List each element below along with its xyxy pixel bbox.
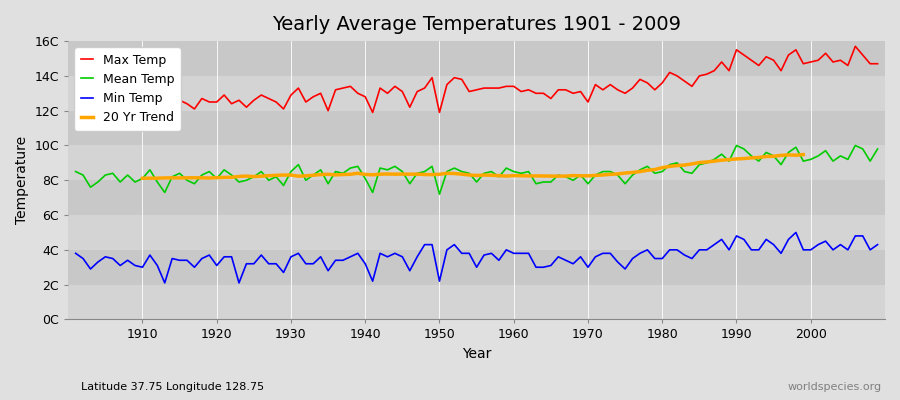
Min Temp (130, 263, 140, 268)
Bar (68, 146, 885, 180)
Min Temp (516, 251, 526, 256)
Min Temp (508, 251, 519, 256)
Mean Temp (434, 192, 445, 196)
Line: Max Temp: Max Temp (76, 46, 878, 116)
Mean Temp (70, 169, 81, 174)
X-axis label: Year: Year (462, 347, 491, 361)
Max Temp (93, 114, 104, 118)
20 Yr Trend (137, 176, 148, 181)
Line: Mean Temp: Mean Temp (76, 146, 878, 194)
Mean Temp (338, 171, 348, 176)
Line: 20 Yr Trend: 20 Yr Trend (142, 155, 804, 178)
Bar (68, 41, 885, 76)
Bar (68, 215, 885, 250)
Mean Temp (872, 146, 883, 151)
Y-axis label: Temperature: Temperature (15, 136, 29, 224)
Bar (68, 76, 885, 111)
Bar (68, 285, 885, 320)
Bar (68, 180, 885, 215)
Max Temp (516, 89, 526, 94)
Min Temp (159, 280, 170, 285)
20 Yr Trend (769, 154, 779, 159)
20 Yr Trend (701, 160, 712, 164)
Max Temp (508, 84, 519, 89)
Max Temp (137, 101, 148, 106)
Max Temp (70, 91, 81, 96)
Mean Temp (605, 169, 616, 174)
Line: Min Temp: Min Temp (76, 232, 878, 283)
Max Temp (605, 82, 616, 87)
Min Temp (70, 251, 81, 256)
Mean Temp (731, 143, 742, 148)
Min Temp (790, 230, 801, 235)
Title: Yearly Average Temperatures 1901 - 2009: Yearly Average Temperatures 1901 - 2009 (272, 15, 681, 34)
Bar (68, 250, 885, 285)
Max Temp (301, 100, 311, 104)
Mean Temp (516, 171, 526, 176)
Bar (68, 111, 885, 146)
Min Temp (605, 251, 616, 256)
Min Temp (345, 254, 356, 259)
Mean Temp (293, 162, 304, 167)
Mean Temp (508, 169, 519, 174)
20 Yr Trend (226, 175, 237, 180)
Max Temp (345, 84, 356, 89)
Min Temp (872, 242, 883, 247)
20 Yr Trend (798, 152, 809, 157)
Legend: Max Temp, Mean Temp, Min Temp, 20 Yr Trend: Max Temp, Mean Temp, Min Temp, 20 Yr Tre… (75, 47, 181, 131)
20 Yr Trend (687, 162, 698, 166)
Text: Latitude 37.75 Longitude 128.75: Latitude 37.75 Longitude 128.75 (81, 382, 264, 392)
Max Temp (850, 44, 860, 49)
20 Yr Trend (338, 172, 348, 177)
Min Temp (301, 261, 311, 266)
Max Temp (872, 61, 883, 66)
Mean Temp (130, 180, 140, 184)
Text: worldspecies.org: worldspecies.org (788, 382, 882, 392)
20 Yr Trend (598, 172, 608, 177)
